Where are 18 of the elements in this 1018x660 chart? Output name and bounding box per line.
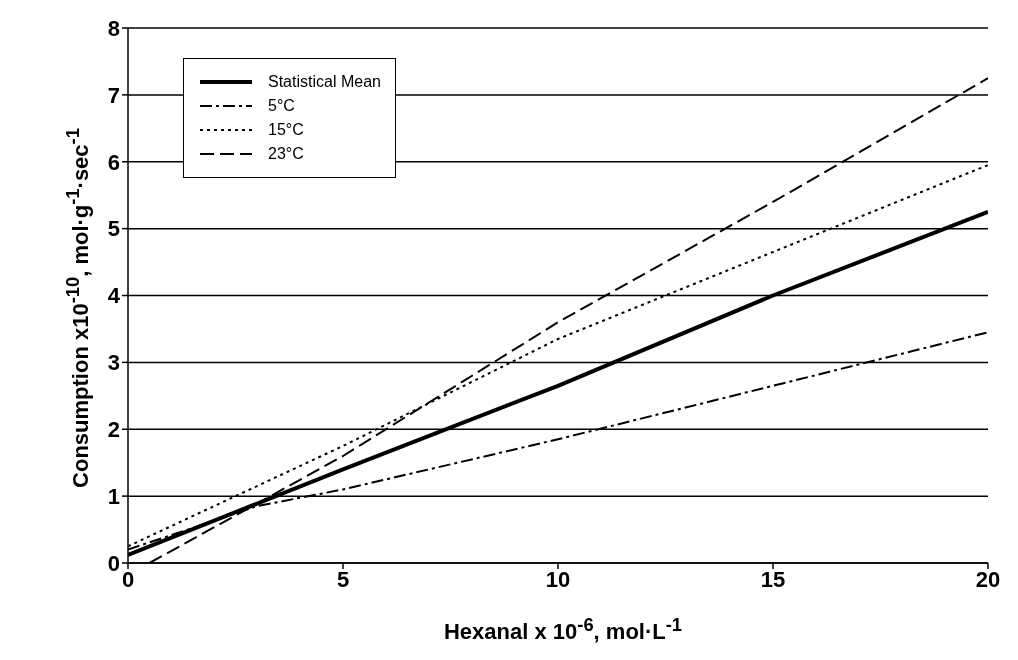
legend-label: 5°C bbox=[268, 97, 295, 115]
x-tick-label: 15 bbox=[760, 566, 786, 592]
y-tick-label: 6 bbox=[107, 149, 120, 175]
y-tick-label: 0 bbox=[107, 550, 120, 576]
y-tick-label: 3 bbox=[107, 350, 120, 376]
x-axis-title: Hexanal x 10$^{-6}$, mol·L$^{-1}$ bbox=[443, 613, 683, 645]
y-tick-label: 1 bbox=[107, 483, 120, 509]
legend-label: 23°C bbox=[268, 145, 304, 163]
x-tick-label: 20 bbox=[975, 566, 1001, 592]
y-tick-label: 8 bbox=[107, 15, 120, 41]
legend-label: 15°C bbox=[268, 121, 304, 139]
x-tick-label: 10 bbox=[545, 566, 571, 592]
y-tick-label: 2 bbox=[107, 417, 120, 443]
x-tick-label: 5 bbox=[336, 566, 350, 592]
y-tick-label: 4 bbox=[107, 283, 121, 309]
legend-label: Statistical Mean bbox=[268, 73, 381, 91]
y-tick-label: 7 bbox=[107, 82, 120, 108]
y-tick-label: 5 bbox=[107, 216, 120, 242]
